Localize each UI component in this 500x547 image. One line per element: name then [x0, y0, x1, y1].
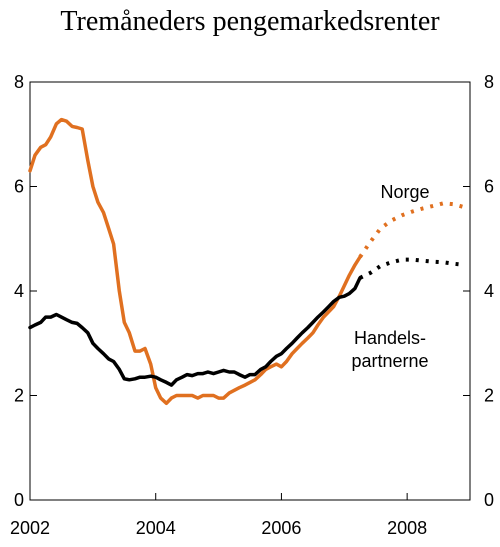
y-tick-label-left: 0 — [14, 490, 24, 510]
y-tick-label-left: 6 — [14, 177, 24, 197]
series-line-handelspartnerne — [28, 276, 362, 387]
chart-title: Tremåneders pengemarkedsrenter — [60, 6, 440, 37]
plot-frame — [29, 81, 471, 501]
x-tick-label: 2006 — [261, 518, 301, 538]
y-tick-label-right: 8 — [484, 72, 494, 92]
y-tick-label-right: 2 — [484, 386, 494, 406]
x-tick-label: 2008 — [387, 518, 427, 538]
series-line-handelspartnerne-forecast — [359, 257, 466, 280]
y-tick-label-right: 0 — [484, 490, 494, 510]
series-annotation: Norge — [380, 182, 429, 202]
y-tick-label-right: 6 — [484, 177, 494, 197]
series-annotation: Handels- — [354, 328, 426, 348]
y-tick-label-left: 8 — [14, 72, 24, 92]
y-tick-label-left: 2 — [14, 386, 24, 406]
y-tick-label-right: 4 — [484, 281, 494, 301]
series-line-norge-forecast — [358, 201, 466, 259]
x-tick-label: 2004 — [136, 518, 176, 538]
series-line-norge — [28, 117, 362, 406]
x-tick-label: 2002 — [10, 518, 50, 538]
y-tick-label-left: 4 — [14, 281, 24, 301]
series-annotation: partnerne — [351, 351, 428, 371]
